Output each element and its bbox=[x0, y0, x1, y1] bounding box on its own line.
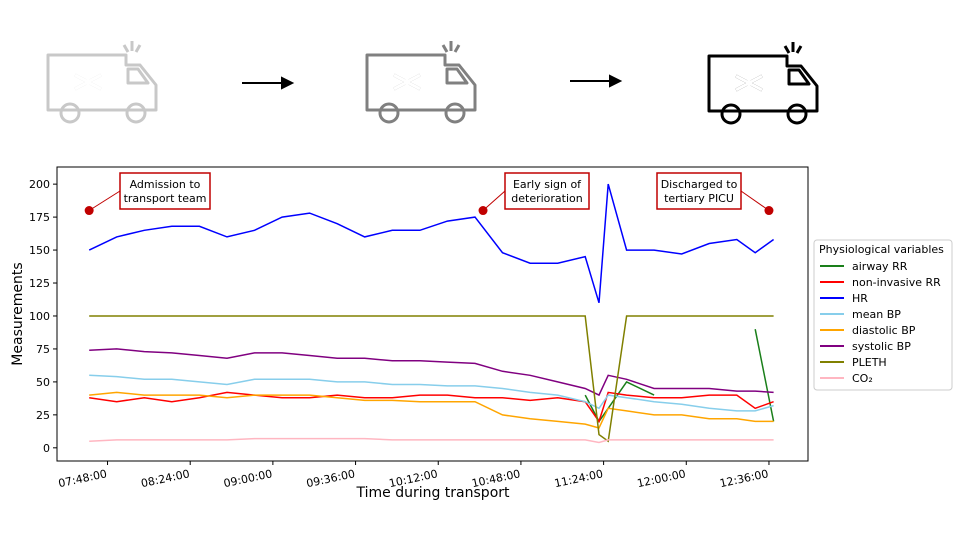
y-tick-label: 150 bbox=[29, 244, 50, 257]
annotation-connector bbox=[740, 190, 770, 211]
arrow bbox=[570, 74, 623, 88]
legend-label: CO₂ bbox=[852, 372, 873, 385]
legend-box bbox=[813, 239, 953, 391]
legend-label: HR bbox=[852, 292, 868, 305]
series-line bbox=[88, 183, 775, 304]
legend-label: diastolic BP bbox=[852, 324, 916, 337]
series-line bbox=[89, 391, 774, 424]
y-tick-label: 75 bbox=[36, 343, 50, 356]
plot-frame bbox=[56, 166, 809, 462]
annotation-text: Early sign of bbox=[513, 178, 582, 191]
y-tick-label: 175 bbox=[29, 211, 50, 224]
legend-title: Physiological variables bbox=[819, 243, 944, 256]
y-axis-label: Measurements bbox=[10, 262, 26, 365]
annotation-text: Admission to bbox=[130, 178, 201, 191]
series-line bbox=[89, 374, 774, 412]
legend-label: PLETH bbox=[852, 356, 887, 369]
annotation-text: transport team bbox=[124, 192, 207, 205]
annotation-connector bbox=[482, 190, 506, 211]
annotation-text: Discharged to bbox=[661, 178, 738, 191]
legend-label: non-invasive RR bbox=[852, 276, 941, 289]
legend-label: mean BP bbox=[852, 308, 901, 321]
legend-label: airway RR bbox=[852, 260, 908, 273]
annotation-connector bbox=[88, 190, 121, 211]
arrow bbox=[242, 76, 295, 90]
x-axis-label: Time during transport bbox=[355, 485, 510, 501]
annotation-box bbox=[119, 172, 211, 210]
annotation-text: tertiary PICU bbox=[664, 192, 734, 205]
y-tick-label: 25 bbox=[36, 409, 50, 422]
y-tick-label: 100 bbox=[29, 310, 50, 323]
annotation-text: deterioration bbox=[511, 192, 583, 205]
y-tick-label: 0 bbox=[43, 442, 50, 455]
legend-label: systolic BP bbox=[852, 340, 911, 353]
y-tick-label: 50 bbox=[36, 376, 50, 389]
series-line bbox=[89, 315, 774, 443]
annotation-box bbox=[656, 172, 742, 210]
annotation-dot bbox=[764, 206, 774, 216]
y-tick-label: 200 bbox=[29, 178, 50, 191]
series-line bbox=[89, 348, 774, 397]
series-line bbox=[89, 437, 774, 444]
y-tick-label: 125 bbox=[29, 277, 50, 290]
series-line bbox=[89, 391, 774, 429]
annotation-dot bbox=[84, 206, 94, 216]
annotation-box bbox=[504, 172, 590, 210]
annotation-dot bbox=[478, 206, 488, 216]
